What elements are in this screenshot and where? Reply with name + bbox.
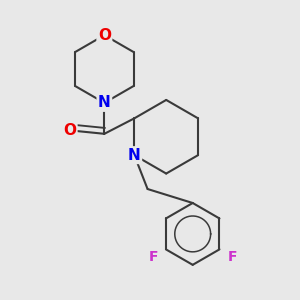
- Text: N: N: [98, 95, 111, 110]
- Text: F: F: [227, 250, 237, 264]
- Text: F: F: [148, 250, 158, 264]
- Text: O: O: [63, 123, 76, 138]
- Text: O: O: [98, 28, 111, 43]
- Text: N: N: [128, 148, 141, 163]
